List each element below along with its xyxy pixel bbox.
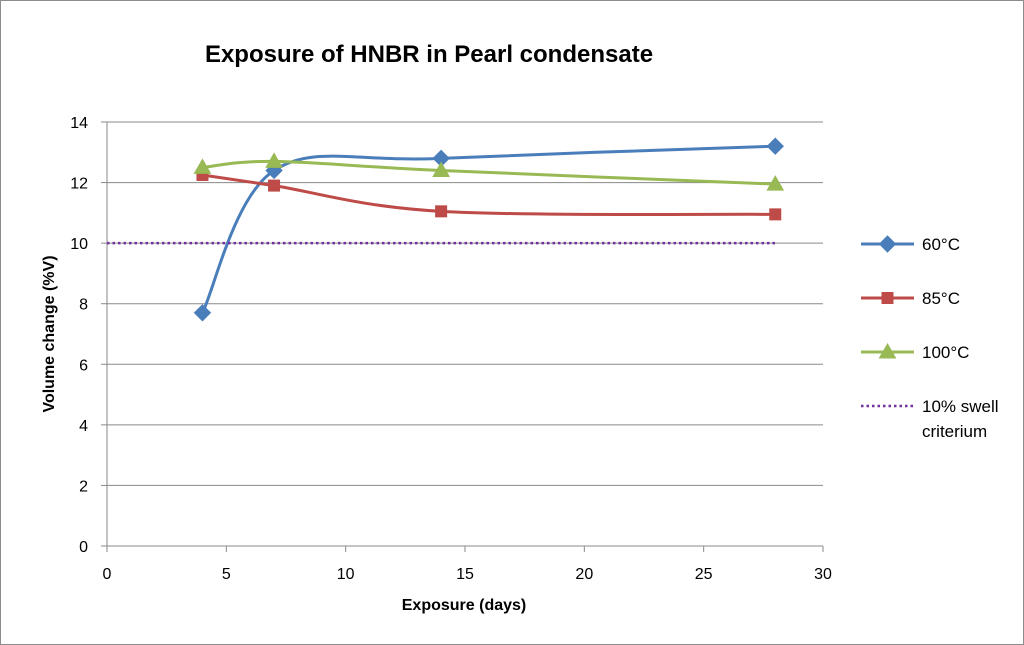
- x-tick-labels: 0 5 10 15 20 25 30: [103, 566, 832, 583]
- y-tick-label: 4: [79, 418, 88, 435]
- x-tick-label: 25: [695, 566, 713, 583]
- series-3-line: [202, 159, 776, 186]
- y-tick-labels: 0 2 4 6 8 10 12 14: [70, 115, 88, 556]
- y-tick-label: 2: [79, 478, 88, 495]
- series-2-point: [435, 205, 448, 218]
- series-1-line: [201, 144, 776, 314]
- series-3-point: [265, 152, 283, 168]
- series-group: [107, 137, 785, 322]
- chart-title: Exposure of HNBR in Pearl condensate: [205, 41, 653, 68]
- x-tick-label: 15: [456, 566, 474, 583]
- y-tick-label: 0: [79, 539, 88, 556]
- x-axis-title: Exposure (days): [402, 597, 526, 614]
- series-1-point: [193, 304, 212, 322]
- y-tick-label: 8: [79, 297, 88, 314]
- legend-label-2: 85°C: [922, 289, 960, 308]
- legend-marker-1: [878, 235, 897, 253]
- y-axis-title: Volume change (%V): [41, 255, 58, 412]
- x-tick-label: 5: [222, 566, 231, 583]
- axes: [101, 121, 824, 552]
- y-tick-label: 10: [70, 236, 88, 253]
- legend-marker-3: [878, 342, 897, 359]
- series-2-point: [769, 208, 782, 221]
- legend-label-1: 60°C: [922, 235, 960, 254]
- series-3-point: [193, 158, 212, 174]
- y-tick-label: 6: [79, 357, 88, 374]
- series-3-point: [766, 175, 785, 191]
- y-tick-label: 14: [70, 115, 88, 132]
- legend-marker-2: [881, 292, 894, 304]
- legend-label-4: 10% swell criterium: [922, 397, 999, 441]
- series-1-point: [766, 137, 784, 155]
- x-tick-label: 30: [814, 566, 832, 583]
- x-tick-label: 0: [103, 566, 112, 583]
- x-tick-label: 20: [575, 566, 593, 583]
- y-tick-label: 12: [70, 176, 88, 193]
- legend-label-3: 100°C: [922, 343, 969, 362]
- series-2-point: [268, 179, 281, 192]
- x-tick-label: 10: [337, 566, 355, 583]
- series-2-line: [202, 173, 776, 216]
- series-3-point: [432, 161, 450, 177]
- legend: 60°C 85°C 100°C 10% swell criterium: [861, 235, 999, 441]
